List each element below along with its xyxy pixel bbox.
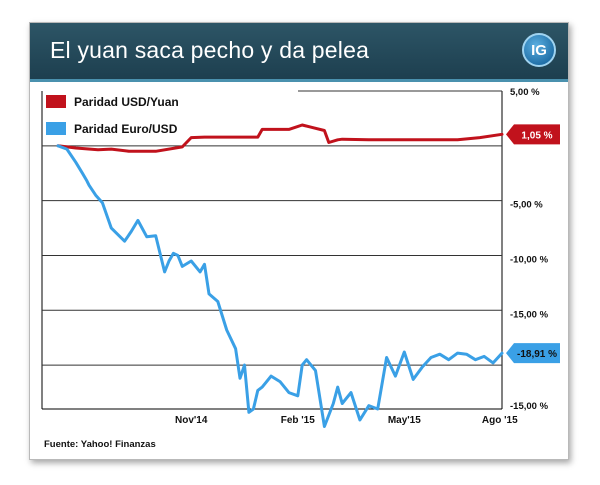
x-tick-label: May'15 (388, 415, 421, 426)
source-note: Fuente: Yahoo! Finanzas (44, 439, 156, 450)
y-tick-label: -10,00 % (510, 254, 549, 265)
y-tick-label: 5,00 % (510, 87, 540, 98)
end-label-bg (506, 124, 560, 145)
line-chart: 5,00 % -5,00 % -10,00 % -15,00 % -15,00 % Nov… (41, 87, 560, 428)
legend-label: Paridad USD/Yuan (74, 95, 179, 109)
end-value-label: 1,05 % (521, 130, 552, 141)
series-line-0 (56, 123, 504, 153)
x-tick-label: Nov'14 (175, 415, 208, 426)
y-tick-label: -15,00 % (510, 401, 549, 412)
x-tick-label: Feb '15 (281, 415, 315, 426)
legend-swatch (46, 122, 66, 135)
x-tick-label: Ago '15 (482, 415, 518, 426)
legend-label: Paridad Euro/USD (74, 122, 178, 136)
series-line-1 (56, 144, 504, 428)
end-label-bg (506, 343, 560, 364)
y-tick-label: -15,00 % (510, 309, 549, 320)
y-tick-label: -5,00 % (510, 200, 543, 211)
ig-logo: IG (522, 33, 556, 67)
chart-title: El yuan saca pecho y da pelea (50, 37, 370, 63)
legend-swatch (46, 95, 66, 108)
header-bar: El yuan saca pecho y da pelea IG (30, 23, 568, 82)
chart-card: El yuan saca pecho y da pelea IG 5,00 % -… (29, 22, 569, 460)
end-value-label: -18,91 % (517, 349, 557, 360)
